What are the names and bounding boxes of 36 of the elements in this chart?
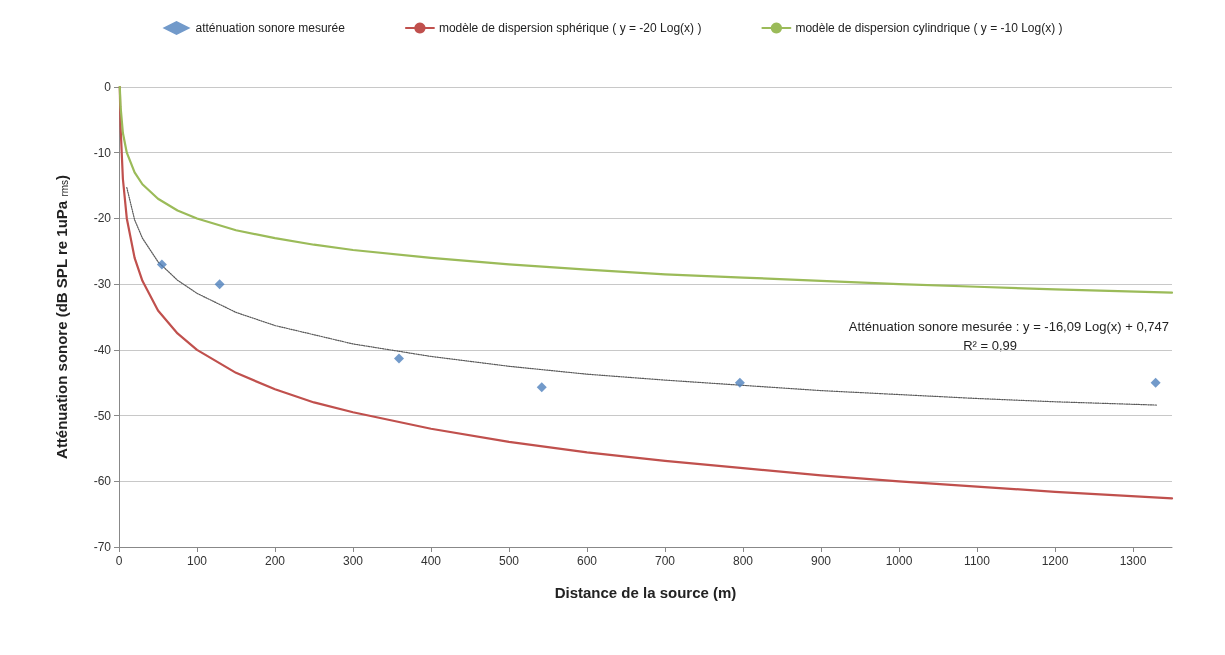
annotation: R² = 0,99 [963,338,1018,353]
x-tick-label: 1300 [1119,554,1147,568]
y-tick-label: 0 [104,80,112,94]
annotation: Atténuation sonore mesurée : y = -16,09 Log(x) + 0,747 [848,319,1170,334]
x-tick-label: 1100 [964,554,991,568]
x-tick-label: 400 [420,554,442,568]
x-axis-title: Distance de la source (m) [554,584,737,601]
legend-label: modèle de dispersion sphérique ( y = -20 Log(x) ) [438,21,702,35]
y-tick-label: -40 [93,342,112,357]
x-tick-label: 700 [654,554,676,568]
x-tick-label: 300 [342,554,364,568]
x-tick-label: 800 [732,554,754,568]
x-tick-label: 1200 [1041,554,1069,568]
y-tick-label: -60 [93,474,112,489]
x-tick-label: 0 [115,554,123,568]
x-tick-label: 900 [810,554,832,568]
x-tick-label: 500 [498,554,520,568]
x-tick-label: 600 [576,554,598,568]
point [1150,377,1161,388]
y-axis-title: Atténuation sonore (dB SPL re 1uPa rms) [52,174,70,459]
point [394,353,405,364]
legend-label: modèle de dispersion cylindrique ( y = -10 Log(x) ) [795,21,1063,35]
y-tick-label: -20 [93,211,112,226]
x-tick-label: 100 [186,554,208,568]
x-tick-label: 200 [264,554,286,568]
line-series [118,85,1174,294]
x-tick-label: 1000 [885,554,913,568]
point [734,377,745,388]
y-tick-label: -10 [93,145,112,160]
y-tick-label: -70 [93,540,112,554]
point [214,279,225,290]
y-tick-label: -50 [93,408,112,423]
legend-label: atténuation sonore mesurée [195,21,346,35]
y-tick-label: -30 [93,277,112,292]
point [156,259,167,270]
point [536,382,547,393]
